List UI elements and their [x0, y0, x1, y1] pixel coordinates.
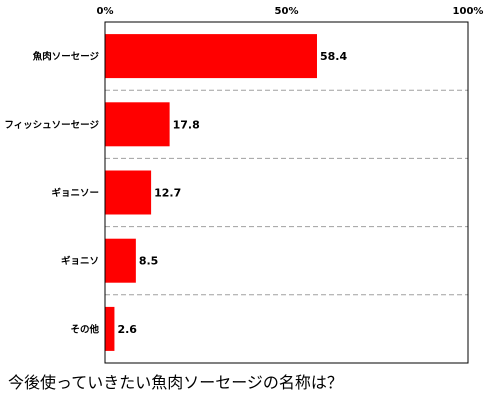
chart-caption: 今後使っていきたい魚肉ソーセージの名称は？: [8, 373, 343, 392]
value-label-5: 2.6: [117, 323, 137, 336]
category-label-3: ギョニソー: [51, 187, 99, 199]
value-label-3: 12.7: [154, 187, 181, 200]
bar-5: [105, 306, 115, 351]
x-tick-label-3: 100%: [453, 6, 484, 17]
category-separators: [105, 89, 468, 296]
value-label-4: 8.5: [139, 255, 159, 268]
plot-frame: [104, 21, 469, 364]
value-label-2: 17.8: [173, 118, 200, 131]
category-label-4: ギョニソ: [61, 255, 99, 267]
x-axis-ticks: 0% 50% 100%: [97, 6, 484, 17]
value-label-1: 58.4: [320, 50, 347, 63]
bar-1: [105, 34, 317, 79]
bar-2: [105, 102, 170, 147]
value-labels: 58.4 17.8 12.7 8.5 2.6: [117, 50, 347, 336]
x-tick-label-2: 50%: [275, 6, 299, 17]
category-label-1: 魚肉ソーセージ: [33, 51, 100, 63]
x-tick-label-1: 0%: [97, 6, 114, 17]
bar-4: [105, 238, 136, 283]
category-label-5: その他: [70, 323, 99, 335]
category-label-2: フィッシュソーセージ: [4, 120, 99, 131]
bar-3: [105, 170, 152, 215]
bar-series: [105, 34, 317, 351]
